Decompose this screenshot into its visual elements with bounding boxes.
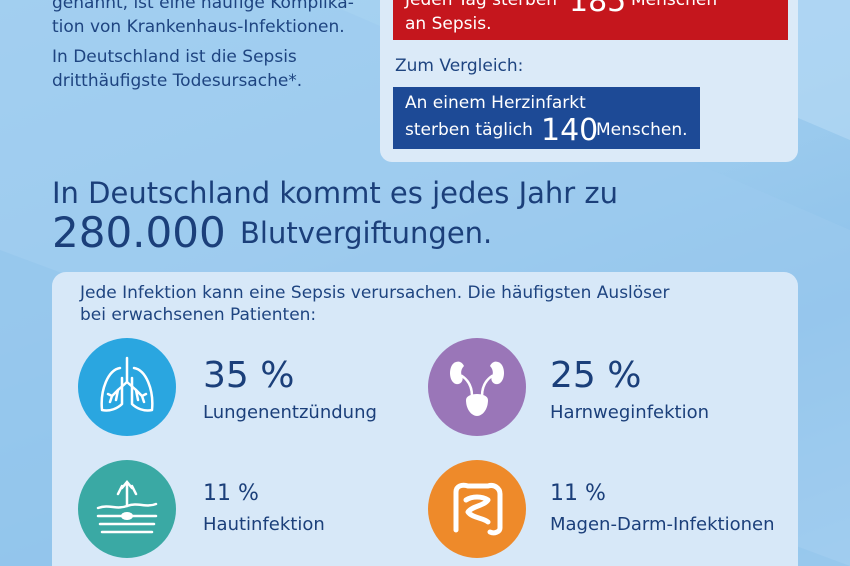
comparison-line-2: sterben täglich bbox=[405, 120, 533, 140]
sepsis-text-line2: an Sepsis. bbox=[405, 14, 492, 34]
cause-label-intestine: Magen-Darm-Infektionen bbox=[550, 514, 775, 535]
sepsis-text-after: Menschen bbox=[631, 0, 718, 10]
cause-label-skin: Hautinfektion bbox=[203, 514, 325, 535]
cause-percent-skin: 11 % bbox=[203, 481, 259, 506]
headline-label: Blutvergiftungen. bbox=[240, 216, 493, 250]
headline-number: 280.000 bbox=[52, 208, 226, 257]
causes-intro-line-1: Jede Infektion kann eine Sepsis verursac… bbox=[80, 283, 670, 303]
comparison-label: Zum Vergleich: bbox=[395, 56, 524, 76]
causes-intro-line-2: bei erwachsenen Patienten: bbox=[80, 305, 317, 325]
cause-label-lungs: Lungenentzündung bbox=[203, 402, 377, 423]
lungs-icon bbox=[78, 338, 176, 436]
sepsis-number: 185 bbox=[569, 0, 627, 19]
comparison-line-1: An einem Herzinfarkt bbox=[405, 93, 586, 113]
cause-percent-lungs: 35 % bbox=[203, 355, 295, 396]
headline: In Deutschland kommt es jedes Jahr zu bbox=[52, 176, 619, 210]
intro-line-2: tion von Krankenhaus-Infektionen. bbox=[52, 17, 345, 37]
intestine-icon bbox=[428, 460, 526, 558]
intro-line-3: In Deutschland ist die Sepsis bbox=[52, 47, 297, 67]
comparison-text-after: Menschen. bbox=[596, 120, 688, 140]
causes-panel bbox=[52, 272, 798, 566]
intro-line-4: dritthäufigste Todesursache*. bbox=[52, 71, 303, 91]
cause-label-kidneys: Harnweginfektion bbox=[550, 402, 710, 423]
cause-percent-intestine: 11 % bbox=[550, 481, 606, 506]
comparison-number: 140 bbox=[541, 113, 599, 148]
skin-icon bbox=[78, 460, 176, 558]
intro-line-1: genannt, ist eine häufige Komplika- bbox=[52, 0, 354, 13]
kidneys-icon bbox=[428, 338, 526, 436]
sepsis-deaths-box: Jeden Tag sterben 185 Menschen an Sepsis… bbox=[393, 0, 788, 40]
sepsis-text-before: Jeden Tag sterben bbox=[405, 0, 558, 10]
heart-attack-box: An einem Herzinfarkt sterben täglich 140… bbox=[393, 87, 700, 149]
cause-percent-kidneys: 25 % bbox=[550, 355, 642, 396]
